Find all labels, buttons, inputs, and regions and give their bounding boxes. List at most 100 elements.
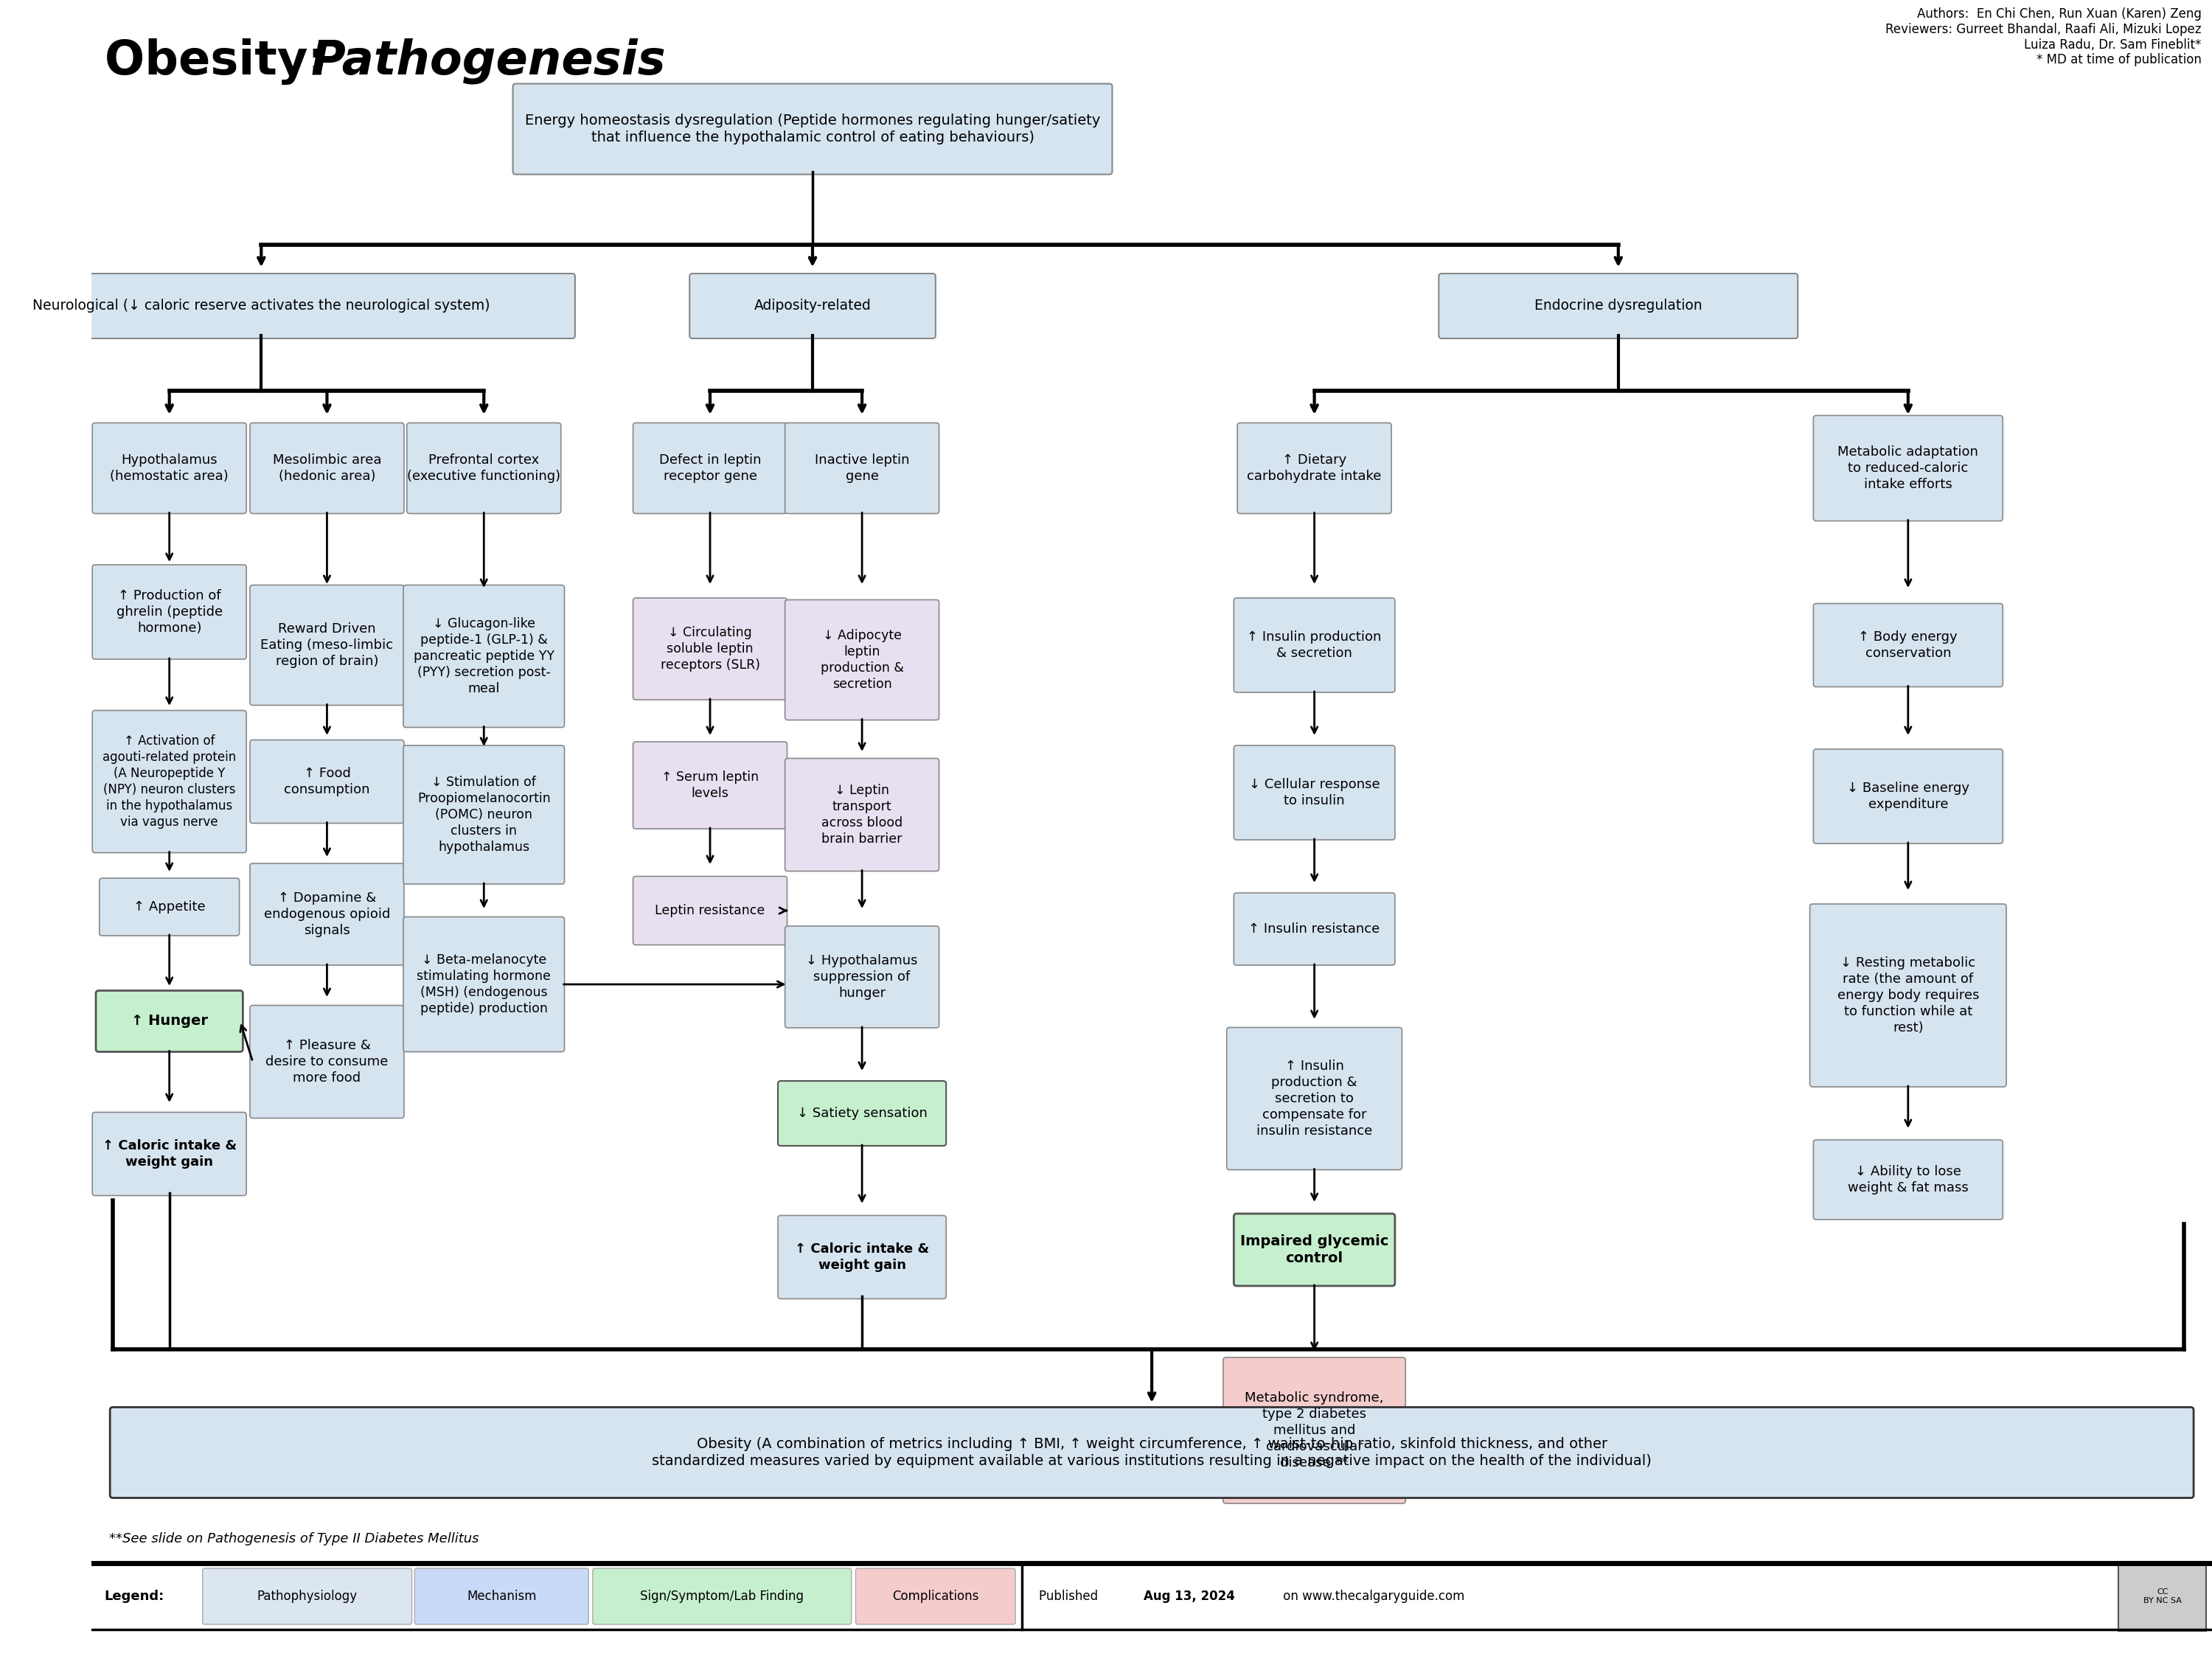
Text: ↑ Activation of
agouti-related protein
(A Neuropeptide Y
(NPY) neuron clusters
i: ↑ Activation of agouti-related protein (… <box>102 733 237 830</box>
Text: Authors:  En Chi Chen, Run Xuan (Karen) Zeng
Reviewers: Gurreet Bhandal, Raafi A: Authors: En Chi Chen, Run Xuan (Karen) Z… <box>1885 7 2201 66</box>
Text: ↓ Circulating
soluble leptin
receptors (SLR): ↓ Circulating soluble leptin receptors (… <box>661 625 761 672</box>
Text: ↑ Serum leptin
levels: ↑ Serum leptin levels <box>661 770 759 800</box>
Text: Aug 13, 2024: Aug 13, 2024 <box>1144 1589 1234 1603</box>
FancyBboxPatch shape <box>1814 604 2002 687</box>
Text: Metabolic adaptation
to reduced-caloric
intake efforts: Metabolic adaptation to reduced-caloric … <box>1838 445 1978 491</box>
FancyBboxPatch shape <box>250 586 405 705</box>
Text: Reward Driven
Eating (meso-limbic
region of brain): Reward Driven Eating (meso-limbic region… <box>261 622 394 669</box>
Text: Metabolic syndrome,
type 2 diabetes
mellitus and
cardiovascular
disease **: Metabolic syndrome, type 2 diabetes mell… <box>1245 1390 1385 1470</box>
Text: ↓ Resting metabolic
rate (the amount of
energy body requires
to function while a: ↓ Resting metabolic rate (the amount of … <box>1838 956 1980 1035</box>
FancyBboxPatch shape <box>93 564 246 659</box>
Text: Neurological (↓ caloric reserve activates the neurological system): Neurological (↓ caloric reserve activate… <box>33 299 491 314</box>
Text: ↑ Appetite: ↑ Appetite <box>133 901 206 914</box>
FancyBboxPatch shape <box>250 740 405 823</box>
FancyBboxPatch shape <box>93 710 246 853</box>
FancyBboxPatch shape <box>785 423 940 514</box>
Text: ↑ Dietary
carbohydrate intake: ↑ Dietary carbohydrate intake <box>1248 453 1382 483</box>
Text: ↓ Stimulation of
Proopiomelanocortin
(POMC) neuron
clusters in
hypothalamus: ↓ Stimulation of Proopiomelanocortin (PO… <box>418 775 551 854</box>
Text: ↓ Baseline energy
expenditure: ↓ Baseline energy expenditure <box>1847 781 1969 811</box>
Text: Mesolimbic area
(hedonic area): Mesolimbic area (hedonic area) <box>272 453 380 483</box>
FancyBboxPatch shape <box>785 758 940 871</box>
Text: ↓ Hypothalamus
suppression of
hunger: ↓ Hypothalamus suppression of hunger <box>805 954 918 1000</box>
Text: ↑ Insulin resistance: ↑ Insulin resistance <box>1248 922 1380 936</box>
Text: Adiposity-related: Adiposity-related <box>754 299 872 314</box>
FancyBboxPatch shape <box>250 863 405 966</box>
Text: Published: Published <box>1040 1589 1102 1603</box>
Text: Inactive leptin
gene: Inactive leptin gene <box>814 453 909 483</box>
FancyBboxPatch shape <box>593 1568 852 1624</box>
FancyBboxPatch shape <box>633 876 787 946</box>
Text: ↑ Caloric intake &
weight gain: ↑ Caloric intake & weight gain <box>102 1140 237 1168</box>
Text: ↑ Dopamine &
endogenous opioid
signals: ↑ Dopamine & endogenous opioid signals <box>263 891 389 937</box>
Text: Obesity (A combination of metrics including ↑ BMI, ↑ weight circumference, ↑ wai: Obesity (A combination of metrics includ… <box>653 1437 1652 1468</box>
Text: **See slide on Pathogenesis of Type II Diabetes Mellitus: **See slide on Pathogenesis of Type II D… <box>108 1533 480 1546</box>
Text: ↑ Pleasure &
desire to consume
more food: ↑ Pleasure & desire to consume more food <box>265 1039 389 1085</box>
FancyBboxPatch shape <box>633 597 787 700</box>
Text: ↓ Glucagon-like
peptide-1 (GLP-1) &
pancreatic peptide YY
(PYY) secretion post-
: ↓ Glucagon-like peptide-1 (GLP-1) & panc… <box>414 617 555 695</box>
FancyBboxPatch shape <box>93 1112 246 1196</box>
FancyBboxPatch shape <box>204 1568 411 1624</box>
FancyBboxPatch shape <box>403 917 564 1052</box>
Text: Hypothalamus
(hemostatic area): Hypothalamus (hemostatic area) <box>111 453 228 483</box>
FancyBboxPatch shape <box>785 601 940 720</box>
Text: ↓ Satiety sensation: ↓ Satiety sensation <box>796 1107 927 1120</box>
FancyBboxPatch shape <box>2119 1561 2205 1631</box>
Text: Endocrine dysregulation: Endocrine dysregulation <box>1535 299 1703 314</box>
FancyBboxPatch shape <box>407 423 562 514</box>
FancyBboxPatch shape <box>779 1082 947 1146</box>
Text: ↓ Ability to lose
weight & fat mass: ↓ Ability to lose weight & fat mass <box>1847 1165 1969 1194</box>
FancyBboxPatch shape <box>785 926 940 1029</box>
Text: ↓ Cellular response
to insulin: ↓ Cellular response to insulin <box>1250 778 1380 808</box>
FancyBboxPatch shape <box>93 423 246 514</box>
FancyBboxPatch shape <box>1814 415 2002 521</box>
Text: Complications: Complications <box>891 1589 978 1603</box>
Text: ↑ Caloric intake &
weight gain: ↑ Caloric intake & weight gain <box>794 1243 929 1272</box>
Text: ↑ Body energy
conservation: ↑ Body energy conservation <box>1858 630 1958 660</box>
FancyBboxPatch shape <box>513 83 1113 174</box>
FancyBboxPatch shape <box>1223 1357 1405 1503</box>
Text: ↑ Insulin
production &
secretion to
compensate for
insulin resistance: ↑ Insulin production & secretion to comp… <box>1256 1058 1371 1138</box>
FancyBboxPatch shape <box>1237 423 1391 514</box>
Text: Sign/Symptom/Lab Finding: Sign/Symptom/Lab Finding <box>639 1589 803 1603</box>
FancyBboxPatch shape <box>403 745 564 884</box>
FancyBboxPatch shape <box>633 742 787 830</box>
FancyBboxPatch shape <box>0 274 575 338</box>
Text: ↓ Adipocyte
leptin
production &
secretion: ↓ Adipocyte leptin production & secretio… <box>821 629 905 692</box>
Text: ↓ Beta-melanocyte
stimulating hormone
(MSH) (endogenous
peptide) production: ↓ Beta-melanocyte stimulating hormone (M… <box>416 954 551 1015</box>
Text: Pathophysiology: Pathophysiology <box>257 1589 358 1603</box>
FancyBboxPatch shape <box>1234 745 1396 839</box>
Text: ↑ Production of
ghrelin (peptide
hormone): ↑ Production of ghrelin (peptide hormone… <box>117 589 223 635</box>
Text: Mechanism: Mechanism <box>467 1589 535 1603</box>
Text: ↑ Hunger: ↑ Hunger <box>131 1014 208 1029</box>
Text: Legend:: Legend: <box>104 1589 164 1603</box>
FancyBboxPatch shape <box>250 1005 405 1118</box>
Text: ↑ Insulin production
& secretion: ↑ Insulin production & secretion <box>1248 630 1382 660</box>
Text: Pathogenesis: Pathogenesis <box>310 38 666 85</box>
FancyBboxPatch shape <box>1234 597 1396 692</box>
FancyBboxPatch shape <box>1228 1027 1402 1170</box>
FancyBboxPatch shape <box>95 990 243 1052</box>
FancyBboxPatch shape <box>779 1216 947 1299</box>
FancyBboxPatch shape <box>1814 1140 2002 1219</box>
FancyBboxPatch shape <box>1234 1214 1396 1286</box>
Text: Obesity:: Obesity: <box>104 38 343 85</box>
FancyBboxPatch shape <box>690 274 936 338</box>
Text: CC
BY NC SA: CC BY NC SA <box>2143 1588 2181 1604</box>
Text: Impaired glycemic
control: Impaired glycemic control <box>1241 1234 1389 1266</box>
FancyBboxPatch shape <box>633 423 787 514</box>
FancyBboxPatch shape <box>100 878 239 936</box>
FancyBboxPatch shape <box>1809 904 2006 1087</box>
FancyBboxPatch shape <box>1234 893 1396 966</box>
FancyBboxPatch shape <box>403 586 564 727</box>
Text: Defect in leptin
receptor gene: Defect in leptin receptor gene <box>659 453 761 483</box>
FancyBboxPatch shape <box>1814 750 2002 843</box>
Text: on www.thecalgaryguide.com: on www.thecalgaryguide.com <box>1279 1589 1464 1603</box>
Text: Prefrontal cortex
(executive functioning): Prefrontal cortex (executive functioning… <box>407 453 560 483</box>
FancyBboxPatch shape <box>856 1568 1015 1624</box>
Text: Leptin resistance: Leptin resistance <box>655 904 765 917</box>
FancyBboxPatch shape <box>250 423 405 514</box>
Text: ↑ Food
consumption: ↑ Food consumption <box>283 766 369 796</box>
FancyBboxPatch shape <box>414 1568 588 1624</box>
FancyBboxPatch shape <box>1438 274 1798 338</box>
Text: Energy homeostasis dysregulation (Peptide hormones regulating hunger/satiety
tha: Energy homeostasis dysregulation (Peptid… <box>524 113 1099 144</box>
